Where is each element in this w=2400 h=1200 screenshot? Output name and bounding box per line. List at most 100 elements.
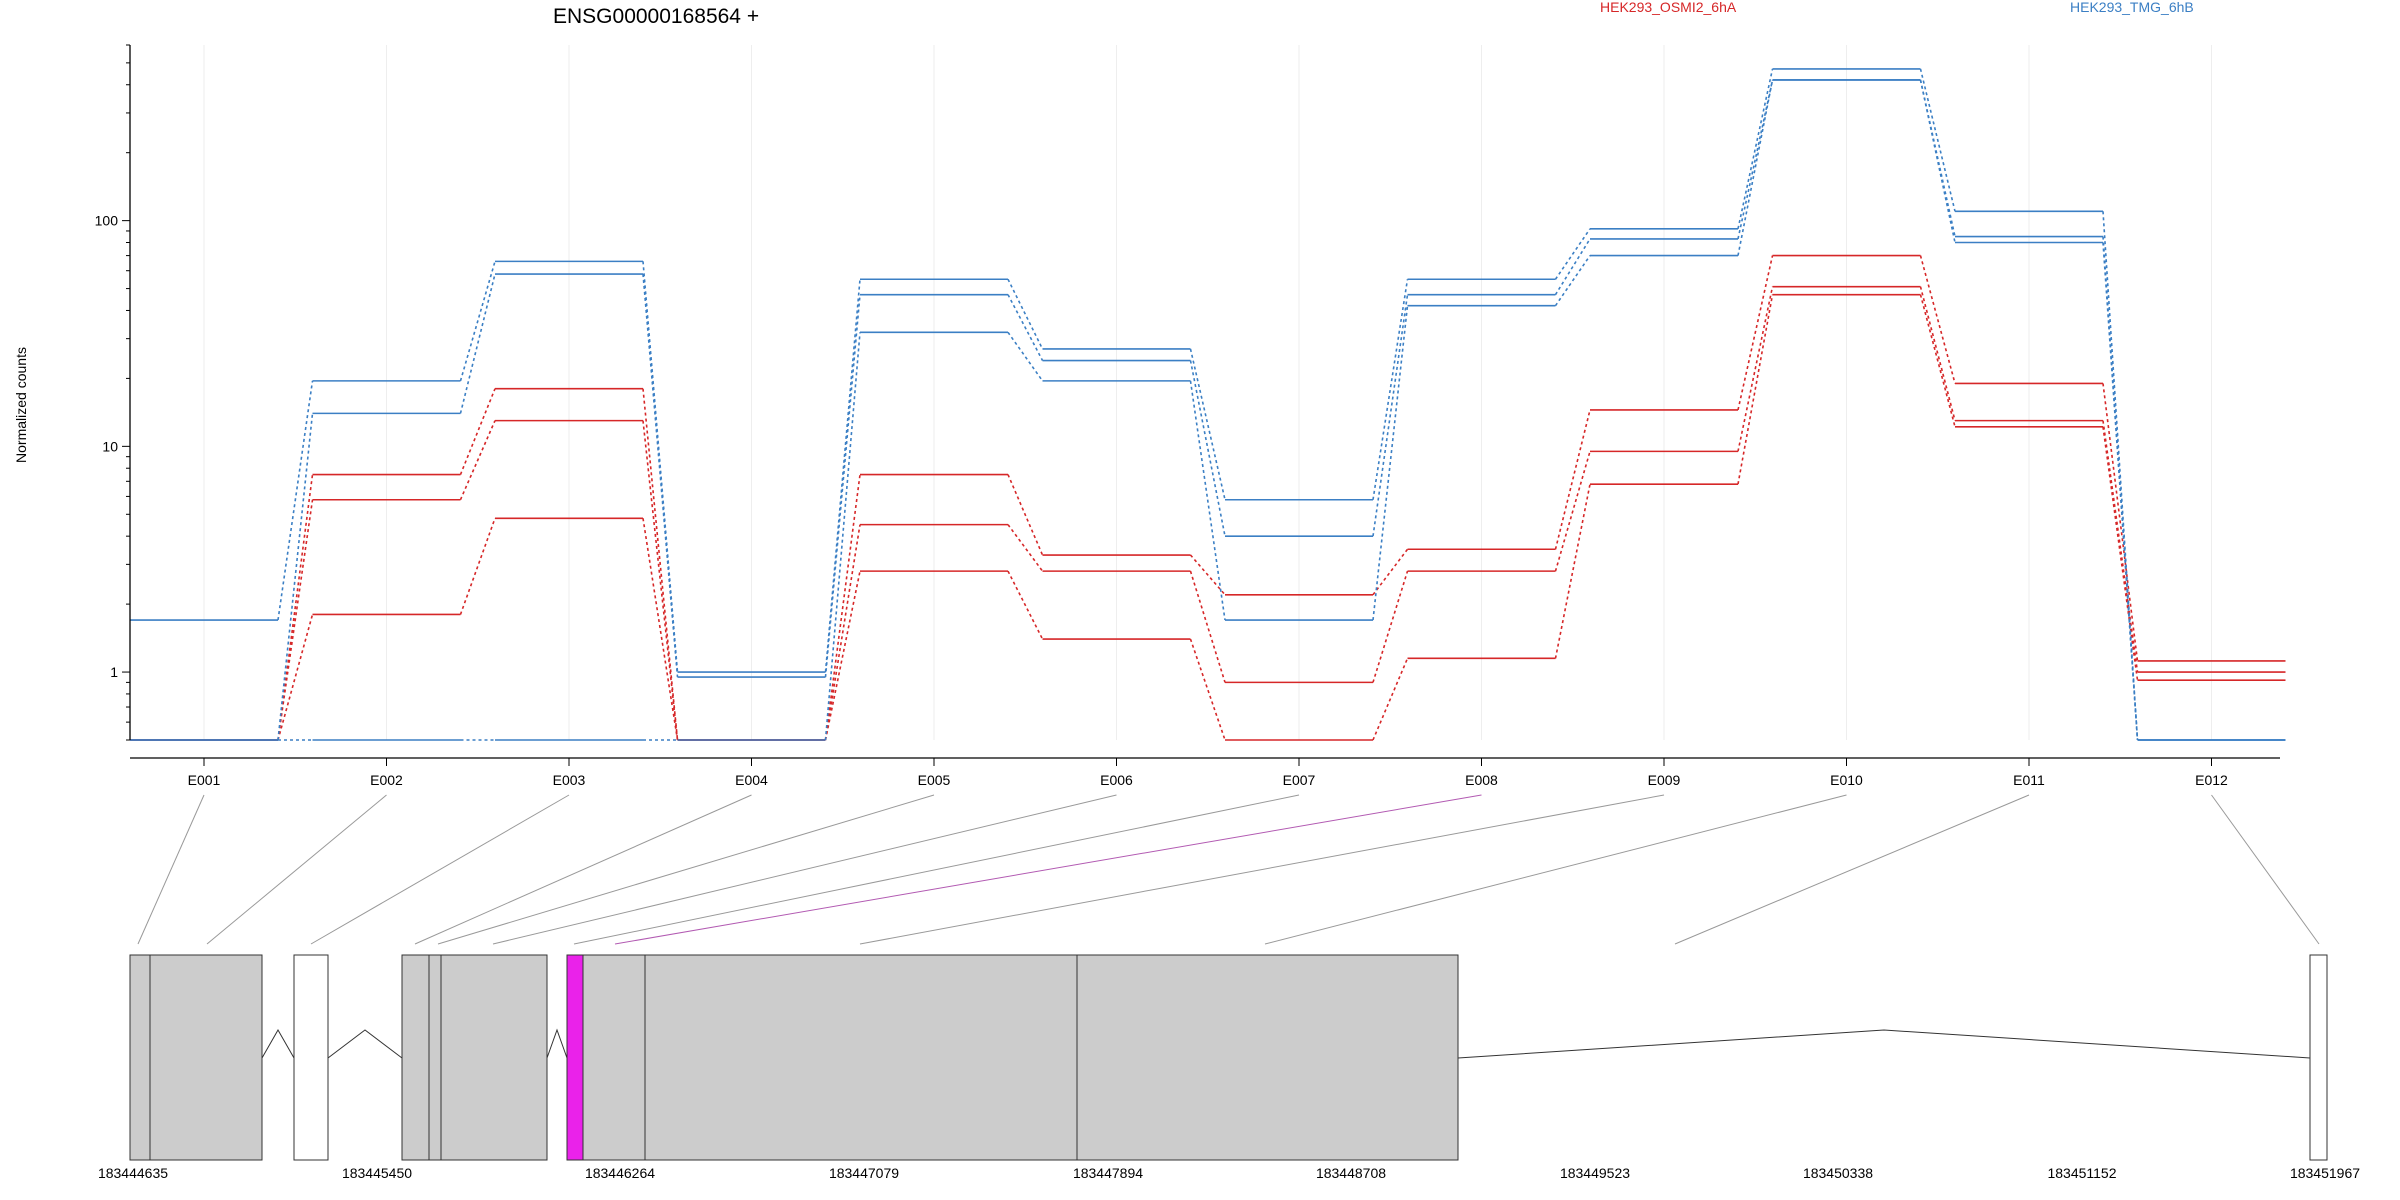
x-tick-label-e006: E006 xyxy=(1100,772,1133,788)
series-4-step-11 xyxy=(2102,211,2139,741)
series-5-step-3 xyxy=(642,273,679,678)
series-3-step-1 xyxy=(277,614,314,741)
series-6-step-11 xyxy=(2102,242,2139,741)
series-1-step-3 xyxy=(642,388,679,741)
series-1-step-10 xyxy=(1919,255,1956,384)
series-layer xyxy=(130,68,2286,741)
series-3-step-5 xyxy=(1007,570,1044,640)
series-1-step-11 xyxy=(2102,383,2139,662)
series-3-step-11 xyxy=(2102,426,2139,681)
series-6-step-9 xyxy=(1737,79,1774,256)
series-2-step-1 xyxy=(277,499,314,741)
connector-e005 xyxy=(437,794,935,945)
series-4-step-2 xyxy=(459,261,496,382)
series-1-step-8 xyxy=(1554,409,1591,550)
series-2-step-10 xyxy=(1919,286,1956,421)
connector-e012 xyxy=(2211,794,2320,945)
genomic-coord-label-7: 183449523 xyxy=(1560,1165,1630,1181)
series-4-step-9 xyxy=(1737,68,1774,229)
series-2-step-5 xyxy=(1007,524,1044,572)
intron-3 xyxy=(546,1028,568,1059)
y-axis-label: Normalized counts xyxy=(13,347,29,463)
series-3-step-8 xyxy=(1554,483,1591,659)
intron-2 xyxy=(327,1029,403,1059)
exon-box-10 xyxy=(1076,954,1459,1161)
connector-e001 xyxy=(137,794,205,945)
connector-e004 xyxy=(414,794,752,945)
series-1-step-9 xyxy=(1737,255,1774,411)
grid-lines xyxy=(203,45,2212,740)
series-5-step-6 xyxy=(1189,360,1226,537)
genomic-coord-label-6: 183448708 xyxy=(1316,1165,1386,1181)
series-2-step-6 xyxy=(1189,570,1226,683)
exon-box-5 xyxy=(428,954,442,1161)
series-2-step-9 xyxy=(1737,286,1774,452)
connector-e007 xyxy=(573,794,1300,945)
series-3 xyxy=(130,293,2286,741)
exon-box-2 xyxy=(149,954,263,1161)
series-6 xyxy=(130,79,2286,741)
series-4-step-7 xyxy=(1372,279,1409,500)
series-3-step-9 xyxy=(1737,294,1774,485)
x-tick-label-e009: E009 xyxy=(1648,772,1681,788)
exon-box-4 xyxy=(401,954,430,1161)
x-tick-label-e010: E010 xyxy=(1830,772,1863,788)
x-tick-label-e002: E002 xyxy=(370,772,403,788)
series-3-step-7 xyxy=(1372,658,1409,741)
gene-model: 183444635 183445450 183446264 183447079 1834… xyxy=(98,954,2360,1181)
series-5-step-5 xyxy=(1007,294,1044,361)
series-5-step-9 xyxy=(1737,79,1774,240)
genomic-coord-label-2: 183445450 xyxy=(342,1165,412,1181)
exon-connector-lines xyxy=(137,794,2320,945)
x-tick-label-e004: E004 xyxy=(735,772,768,788)
connector-e008 xyxy=(614,794,1482,945)
x-tick-label-e007: E007 xyxy=(1283,772,1316,788)
legend-entry-blue: HEK293_TMG_6hB xyxy=(2070,0,2194,15)
series-5-step-7 xyxy=(1372,294,1409,537)
axes: 1 10 100 E001 E002 E003 E004 E005 E006 E007 E008 E0… xyxy=(95,44,2280,788)
series-1-step-5 xyxy=(1007,474,1044,556)
series-6-step-5 xyxy=(1007,331,1044,382)
exon-box-9 xyxy=(644,954,1078,1161)
x-tick-label-e001: E001 xyxy=(188,772,221,788)
connector-e002 xyxy=(206,794,387,945)
series-4-step-1 xyxy=(277,380,314,621)
series-2-step-2 xyxy=(459,420,496,501)
series-1-step-1 xyxy=(277,474,314,741)
connector-e010 xyxy=(1264,794,1847,945)
series-3-step-3 xyxy=(642,518,679,741)
connector-e003 xyxy=(310,794,570,945)
intron-4 xyxy=(1457,1029,2311,1059)
x-tick-label-e003: E003 xyxy=(553,772,586,788)
exon-box-6 xyxy=(440,954,548,1161)
x-tick-label-e011: E011 xyxy=(2013,772,2045,788)
connector-e009 xyxy=(859,794,1665,945)
series-5-step-2 xyxy=(459,273,496,414)
series-2 xyxy=(130,285,2286,741)
exon-box-8 xyxy=(582,954,646,1161)
series-3-step-4 xyxy=(824,570,861,741)
series-1-step-6 xyxy=(1189,554,1226,596)
y-tick-label-1: 1 xyxy=(110,664,118,680)
genomic-coord-label-4: 183447079 xyxy=(829,1165,899,1181)
intron-1 xyxy=(261,1028,295,1059)
genomic-coord-label-5: 183447894 xyxy=(1073,1165,1143,1181)
connector-e006 xyxy=(492,794,1117,945)
genomic-coord-label-1: 183444635 xyxy=(98,1165,168,1181)
series-3-step-10 xyxy=(1919,294,1956,428)
genomic-coord-label-8: 183450338 xyxy=(1803,1165,1873,1181)
series-5-step-8 xyxy=(1554,238,1591,296)
legend-entry-red: HEK293_OSMI2_6hA xyxy=(1600,0,1737,15)
series-6-step-10 xyxy=(1919,79,1956,243)
x-tick-label-e005: E005 xyxy=(918,772,951,788)
series-2-step-8 xyxy=(1554,451,1591,572)
exon-box-1 xyxy=(129,954,151,1161)
series-2-step-7 xyxy=(1372,570,1409,683)
connector-e011 xyxy=(1674,794,2030,945)
series-4-step-10 xyxy=(1919,68,1956,212)
series-2-step-3 xyxy=(642,420,679,741)
exon-box-3 xyxy=(293,954,329,1161)
series-4-step-5 xyxy=(1007,278,1044,350)
series-4-step-6 xyxy=(1189,348,1226,500)
